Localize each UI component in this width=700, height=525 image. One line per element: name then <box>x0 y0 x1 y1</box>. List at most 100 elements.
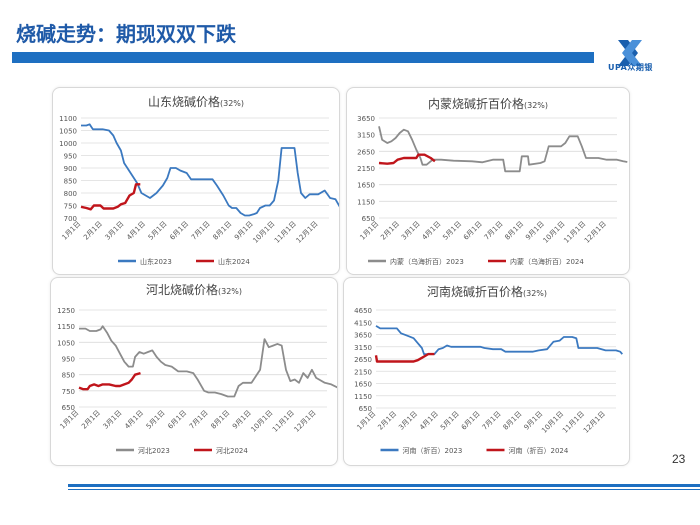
y-tick-label: 1650 <box>357 182 375 190</box>
y-tick-label: 950 <box>62 356 75 364</box>
y-tick-label: 4650 <box>354 307 372 315</box>
y-tick-label: 650 <box>62 404 75 412</box>
x-tick-label: 12月1日 <box>582 410 607 435</box>
x-tick-label: 1月1日 <box>61 220 83 242</box>
series-line <box>79 325 337 398</box>
y-tick-label: 950 <box>64 153 77 161</box>
legend-label: 河南（折百）2023 <box>403 446 463 455</box>
title-underline-bar <box>12 52 594 63</box>
x-tick-label: 5月1日 <box>145 409 167 431</box>
x-tick-label: 12月1日 <box>295 220 320 245</box>
y-tick-label: 1000 <box>59 140 77 148</box>
x-tick-label: 8月1日 <box>210 409 232 431</box>
legend-label: 河北2024 <box>216 447 248 455</box>
x-tick-label: 7月1日 <box>188 409 210 431</box>
chart-title: 河南烧碱折百价格(32%) <box>427 284 547 299</box>
y-tick-label: 3650 <box>354 332 372 340</box>
x-tick-label: 11月1日 <box>271 409 296 434</box>
y-tick-label: 750 <box>64 203 77 211</box>
legend-label: 河北2023 <box>138 447 170 455</box>
x-tick-label: 5月1日 <box>441 220 463 242</box>
x-tick-label: 2月1日 <box>82 220 104 242</box>
x-tick-label: 10月1日 <box>540 410 565 435</box>
chart-panel-hebei: 河北烧碱价格(32%) 1250 1150 1050 950 850 750 650 1月1日 2… <box>50 277 338 466</box>
chart-panel-henan: 河南烧碱折百价格(32%) 4650 4150 3650 3150 2650 2150 165… <box>343 277 630 466</box>
x-tick-label: 8月1日 <box>503 220 525 242</box>
x-tick-label: 2月1日 <box>80 409 102 431</box>
y-tick-label: 750 <box>62 388 75 396</box>
x-tick-label: 4月1日 <box>123 409 145 431</box>
x-tick-label: 3月1日 <box>104 220 126 242</box>
x-tick-label: 6月1日 <box>460 410 482 432</box>
x-tick-label: 6月1日 <box>166 409 188 431</box>
x-tick-label: 12月1日 <box>293 409 318 434</box>
footer-line-thin <box>68 489 700 490</box>
x-tick-label: 4月1日 <box>421 220 443 242</box>
chart-title: 山东烧碱价格(32%) <box>148 94 244 109</box>
x-tick-label: 3月1日 <box>400 220 422 242</box>
legend-label: 内蒙（乌海折百）2024 <box>510 257 584 266</box>
y-tick-label: 2150 <box>357 165 375 173</box>
logo-mark-icon <box>618 40 642 66</box>
y-tick-label: 1100 <box>59 115 77 123</box>
x-tick-label: 2月1日 <box>379 220 401 242</box>
x-tick-label: 1月1日 <box>59 409 81 431</box>
y-tick-label: 3150 <box>357 132 375 140</box>
chart-panel-neimeng: 内蒙烧碱折百价格(32%) 3650 3150 2650 2150 1650 1150 650… <box>346 87 630 275</box>
x-tick-label: 3月1日 <box>102 409 124 431</box>
x-tick-label: 1月1日 <box>359 220 381 242</box>
series-line <box>78 371 141 391</box>
chart-henan: 河南烧碱折百价格(32%) 4650 4150 3650 3150 2650 2150 165… <box>354 284 623 455</box>
y-tick-label: 1250 <box>57 307 75 315</box>
series-line <box>81 123 339 217</box>
y-tick-label: 650 <box>362 215 375 223</box>
x-tick-label: 4月1日 <box>418 410 440 432</box>
series-line <box>378 153 436 165</box>
y-tick-label: 4150 <box>354 319 372 327</box>
series-line <box>374 352 435 363</box>
y-tick-label: 1050 <box>59 128 77 136</box>
y-tick-label: 2650 <box>357 148 375 156</box>
y-tick-label: 850 <box>64 178 77 186</box>
x-tick-label: 6月1日 <box>462 220 484 242</box>
x-tick-label: 8月1日 <box>502 410 524 432</box>
legend-label: 山东2023 <box>140 257 172 266</box>
chart-title: 河北烧碱价格(32%) <box>146 282 242 297</box>
series-line <box>378 126 628 173</box>
x-tick-label: 7月1日 <box>483 220 505 242</box>
chart-neimeng: 内蒙烧碱折百价格(32%) 3650 3150 2650 2150 1650 1150 650… <box>357 96 628 266</box>
y-tick-label: 850 <box>62 372 75 380</box>
legend-label: 河南（折百）2024 <box>509 446 569 455</box>
x-tick-label: 4月1日 <box>125 220 147 242</box>
y-tick-label: 1650 <box>354 381 372 389</box>
x-tick-label: 6月1日 <box>168 220 190 242</box>
x-tick-label: 3月1日 <box>397 410 419 432</box>
page-number: 23 <box>672 452 686 466</box>
company-logo <box>598 38 688 68</box>
y-tick-label: 3650 <box>357 115 375 123</box>
y-tick-label: 1050 <box>57 339 75 347</box>
series-line <box>80 183 141 211</box>
chart-title: 内蒙烧碱折百价格(32%) <box>428 96 548 111</box>
y-tick-label: 2150 <box>354 368 372 376</box>
y-tick-label: 1150 <box>57 323 75 331</box>
x-tick-label: 5月1日 <box>439 410 461 432</box>
x-tick-label: 1月1日 <box>356 410 378 432</box>
legend-label: 内蒙（乌海折百）2023 <box>390 257 464 266</box>
chart-panel-shandong: 山东烧碱价格(32%) 1100 1050 1000 950 900 850 800 750 70… <box>52 87 340 275</box>
y-tick-label: 2650 <box>354 356 372 364</box>
footer-line <box>68 484 700 487</box>
x-tick-label: 7月1日 <box>190 220 212 242</box>
y-tick-label: 650 <box>359 405 372 413</box>
x-tick-label: 11月1日 <box>561 410 586 435</box>
x-tick-label: 10月1日 <box>249 409 274 434</box>
y-tick-label: 1150 <box>354 393 372 401</box>
x-tick-label: 8月1日 <box>212 220 234 242</box>
x-tick-label: 5月1日 <box>147 220 169 242</box>
y-tick-label: 800 <box>64 190 77 198</box>
y-tick-label: 700 <box>64 215 77 223</box>
y-tick-label: 900 <box>64 165 77 173</box>
y-tick-label: 1150 <box>357 198 375 206</box>
x-tick-label: 11月1日 <box>273 220 298 245</box>
